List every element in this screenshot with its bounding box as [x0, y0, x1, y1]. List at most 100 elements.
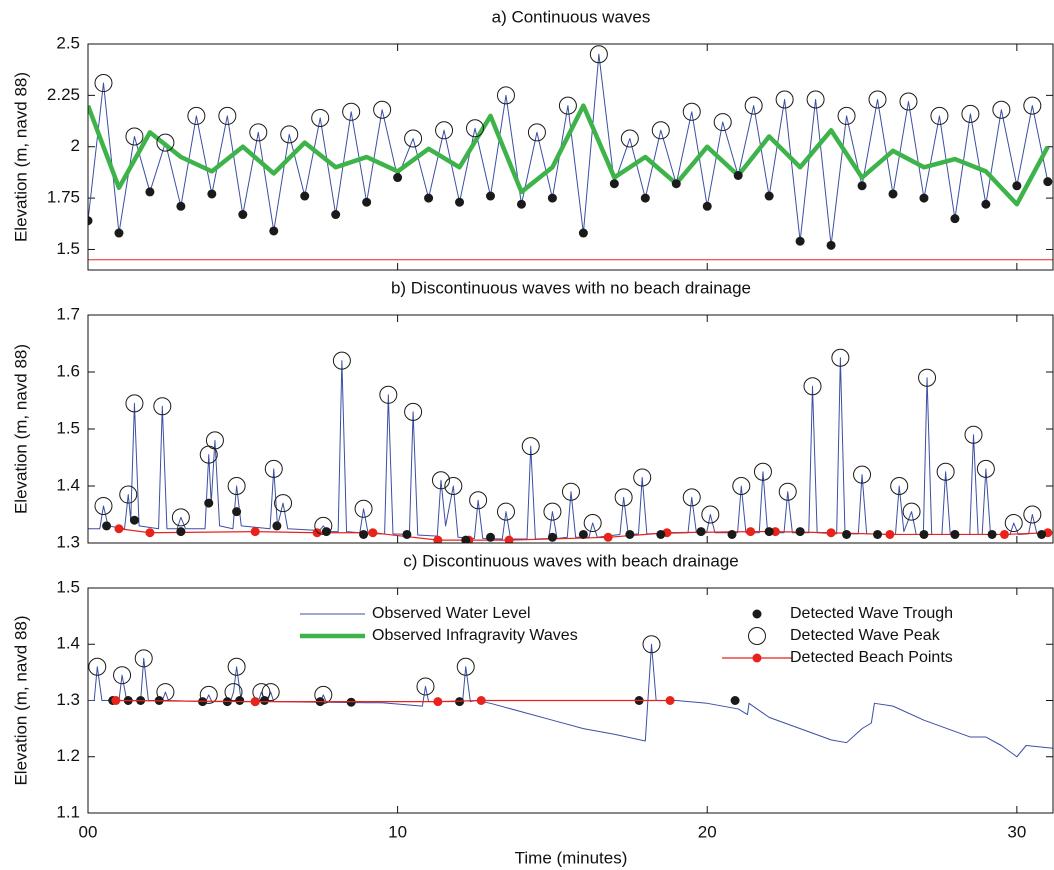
point-marker: [176, 527, 186, 537]
legend-label: Detected Beach Points: [790, 649, 953, 666]
peak-marker: [806, 90, 825, 109]
peak-marker: [404, 129, 423, 148]
point-marker: [300, 191, 310, 201]
peak-marker: [314, 516, 333, 535]
peak-marker: [868, 90, 887, 109]
peak-marker: [224, 683, 243, 702]
legend-label: Detected Wave Trough: [790, 605, 953, 622]
peak-marker: [936, 462, 955, 481]
y-tick-label: 1.1: [56, 802, 80, 821]
x-tick-label: 20: [698, 822, 717, 841]
point-marker: [826, 240, 836, 250]
y-tick-label: 2.5: [56, 33, 80, 52]
legend-swatch: [752, 609, 762, 619]
point-marker: [204, 498, 214, 508]
point-marker: [987, 529, 997, 539]
x-axis-label: Time (minutes): [515, 848, 628, 867]
peak-marker: [1023, 96, 1042, 115]
y-axis-label: Elevation (m, navd 88): [11, 72, 30, 242]
point-marker: [362, 197, 372, 207]
peak-marker: [837, 106, 856, 125]
point-marker: [111, 696, 121, 705]
peak-marker: [342, 102, 361, 121]
point-marker: [547, 193, 557, 203]
y-tick-label: 1.5: [56, 418, 80, 437]
peak-marker: [156, 133, 175, 152]
point-marker: [950, 214, 960, 224]
y-tick-label: 1.4: [56, 634, 80, 653]
panel-title: a) Continuous waves: [492, 7, 651, 26]
point-marker: [671, 179, 681, 189]
point-marker: [609, 179, 619, 189]
peak-marker: [930, 106, 949, 125]
y-axis-label: Elevation (m, navd 88): [11, 615, 30, 785]
peak-marker: [558, 96, 577, 115]
point-marker: [919, 193, 929, 203]
panel-title: b) Discontinuous waves with no beach dra…: [391, 278, 751, 297]
point-marker: [733, 170, 743, 180]
point-marker: [321, 527, 331, 537]
peak-marker: [775, 90, 794, 109]
peak-marker: [902, 502, 921, 521]
peak-marker: [354, 499, 373, 518]
peak-marker: [125, 127, 144, 146]
point-marker: [795, 236, 805, 246]
x-tick-label: 30: [1007, 822, 1026, 841]
point-marker: [250, 527, 260, 537]
peak-marker: [280, 125, 299, 144]
point-marker: [826, 528, 836, 538]
point-marker: [885, 529, 895, 539]
peak-marker: [456, 657, 475, 676]
point-marker: [981, 199, 991, 209]
point-marker: [1037, 529, 1047, 539]
panel-title: c) Discontinuous waves with beach draina…: [403, 551, 738, 570]
y-tick-label: 1.5: [56, 239, 80, 258]
plot-frame: [87, 43, 1054, 271]
point-marker: [312, 528, 322, 538]
point-marker: [656, 529, 666, 539]
peak-marker: [119, 485, 138, 504]
peak-marker: [831, 348, 850, 367]
y-tick-label: 1.3: [56, 690, 80, 709]
point-marker: [665, 696, 675, 705]
peak-marker: [311, 108, 330, 127]
plot-frame: [87, 587, 1054, 814]
peak-marker: [153, 397, 172, 416]
peak-marker: [899, 92, 918, 111]
point-marker: [433, 535, 443, 543]
peak-marker: [803, 377, 822, 396]
peak-marker: [332, 351, 351, 370]
point-marker: [504, 535, 514, 543]
point-marker: [88, 216, 93, 226]
peak-marker: [890, 477, 909, 495]
y-tick-label: 1.7: [56, 304, 80, 323]
peak-marker: [964, 425, 983, 444]
peak-marker: [633, 468, 652, 487]
peak-marker: [113, 666, 132, 685]
peak-marker: [404, 402, 423, 421]
peak-marker: [562, 482, 580, 501]
point-marker: [1043, 177, 1053, 187]
point-marker: [842, 529, 852, 539]
peak-marker: [199, 685, 218, 704]
plot-area: [88, 348, 1053, 543]
peak-marker: [88, 657, 107, 676]
peak-marker: [227, 657, 246, 676]
peak-marker: [1023, 505, 1042, 524]
peak-marker: [853, 465, 872, 484]
peak-marker: [466, 119, 485, 138]
point-marker: [746, 527, 756, 537]
y-tick-label: 1.6: [56, 361, 80, 380]
y-tick-label: 1.75: [47, 188, 80, 207]
peak-marker: [744, 96, 763, 115]
peak-marker: [227, 477, 246, 495]
legend-swatch: [752, 653, 762, 663]
point-marker: [114, 228, 124, 238]
peak-marker: [94, 74, 113, 93]
plot-area: [88, 635, 1053, 758]
point-marker: [235, 696, 245, 705]
peak-marker: [778, 482, 797, 501]
legend-label: Observed Water Level: [372, 605, 531, 622]
point-marker: [129, 515, 139, 525]
